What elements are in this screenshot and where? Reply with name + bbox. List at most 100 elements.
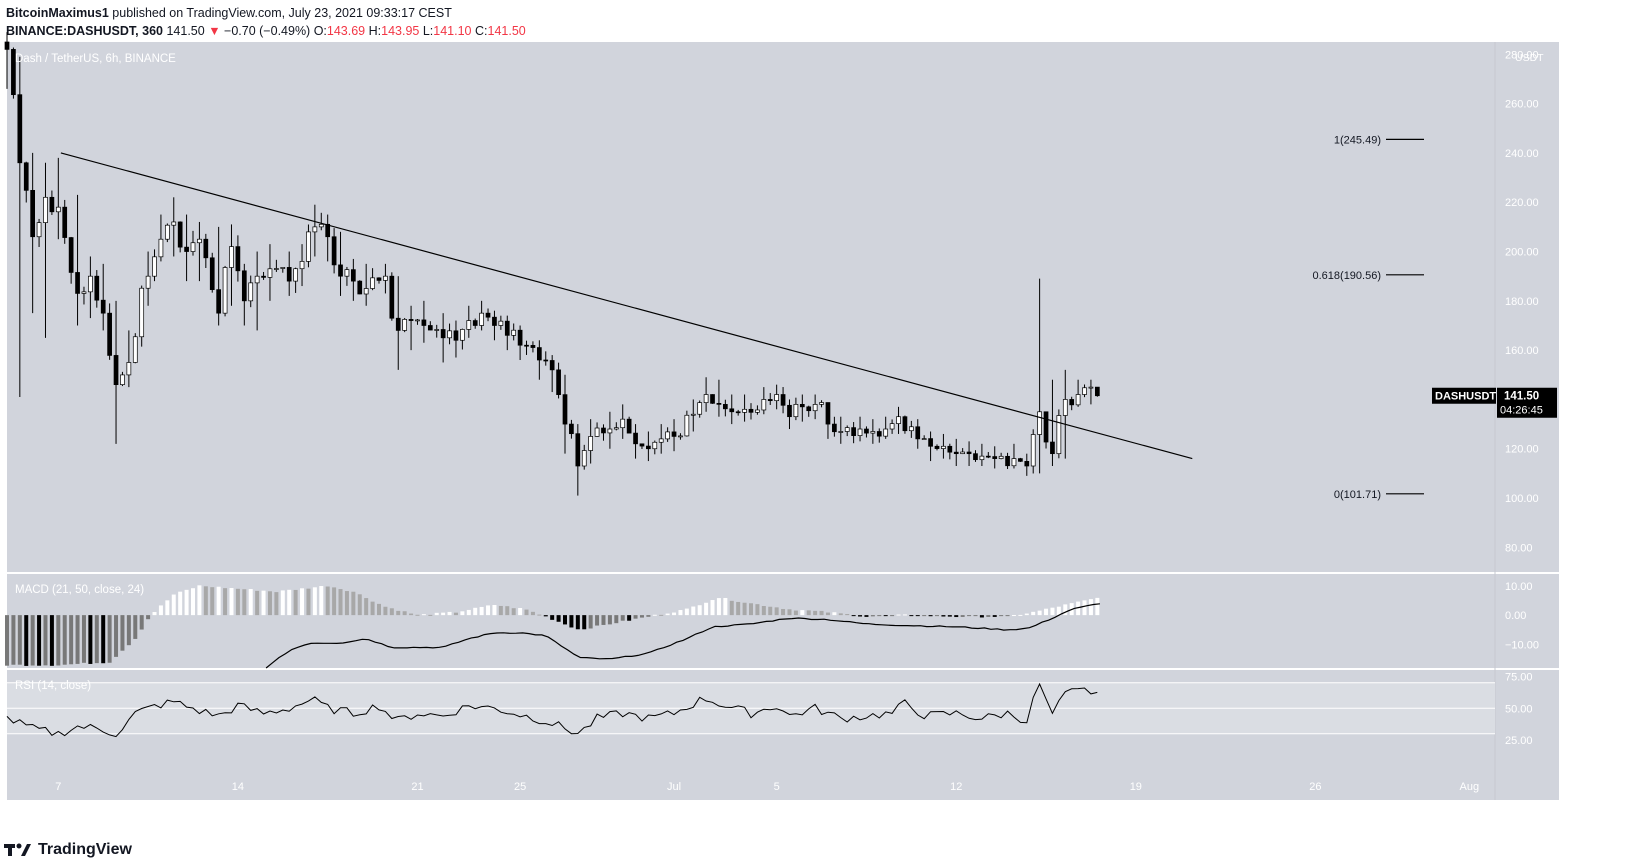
- macd-histogram-bar: [838, 613, 843, 616]
- macd-histogram-bar: [312, 587, 317, 616]
- macd-histogram-bar: [1018, 614, 1023, 616]
- macd-histogram-bar: [37, 615, 42, 666]
- macd-histogram-bar: [947, 615, 952, 617]
- macd-histogram-bar: [1031, 611, 1036, 616]
- candle-down: [325, 223, 331, 238]
- candle-down: [966, 451, 972, 455]
- candle-up: [88, 275, 93, 293]
- candle-down: [876, 431, 882, 437]
- time-axis-tick: Aug: [1460, 781, 1480, 793]
- time-axis-tick: 5: [774, 781, 780, 793]
- macd-histogram-bar: [486, 605, 491, 616]
- price-pane: [7, 42, 1559, 572]
- macd-histogram-bar: [1088, 599, 1093, 616]
- candle-down: [543, 359, 549, 362]
- candle-up: [466, 320, 472, 330]
- macd-histogram-bar: [896, 614, 901, 616]
- macd-histogram-bar: [652, 614, 657, 616]
- candle-up: [697, 402, 703, 415]
- candle-down: [216, 289, 222, 314]
- macd-histogram-bar: [813, 610, 818, 616]
- macd-histogram-bar: [569, 615, 574, 628]
- price-axis-tick: 240.00: [1505, 148, 1539, 160]
- candle-up: [960, 451, 966, 455]
- candle-down: [530, 345, 536, 348]
- candle-up: [857, 428, 863, 436]
- high-label: H:: [368, 24, 382, 38]
- macd-histogram-bar: [184, 589, 189, 616]
- macd-histogram-bar: [543, 615, 548, 617]
- candle-down: [1069, 399, 1075, 406]
- macd-histogram-bar: [819, 610, 824, 616]
- macd-histogram-bar: [825, 612, 830, 616]
- candle-down: [787, 404, 792, 418]
- macd-histogram-bar: [5, 615, 9, 666]
- macd-histogram-bar: [941, 615, 946, 617]
- change-value: −0.70 (−0.49%): [224, 24, 311, 38]
- candle-down: [485, 312, 491, 318]
- time-axis-tick: Jul: [667, 781, 681, 793]
- candle-up: [120, 374, 125, 386]
- candle-up: [581, 450, 587, 467]
- candle-down: [671, 431, 677, 437]
- macd-histogram-bar: [736, 601, 741, 616]
- candle-up: [139, 287, 145, 338]
- macd-pane: [7, 574, 1559, 668]
- candle-down: [177, 221, 183, 248]
- macd-histogram-bar: [235, 588, 240, 616]
- candle-up: [164, 224, 170, 240]
- candle-up: [274, 268, 279, 270]
- candle-up: [761, 399, 767, 411]
- macd-histogram-bar: [421, 614, 426, 616]
- macd-histogram-bar: [344, 591, 349, 616]
- macd-histogram-bar: [1082, 600, 1087, 616]
- macd-histogram-bar: [793, 610, 798, 616]
- price-axis-tick: 260.00: [1505, 99, 1539, 111]
- macd-histogram-bar: [806, 610, 811, 616]
- macd-histogram-bar: [434, 612, 439, 616]
- candle-down: [825, 402, 831, 425]
- macd-histogram-bar: [1056, 606, 1061, 616]
- macd-histogram-bar: [697, 605, 702, 616]
- candle-down: [985, 455, 991, 458]
- candle-down: [62, 206, 68, 238]
- macd-histogram-bar: [1011, 615, 1016, 617]
- macd-histogram-bar: [1050, 607, 1055, 616]
- candle-down: [1024, 461, 1030, 467]
- macd-histogram-bar: [396, 610, 401, 616]
- candle-up: [197, 238, 202, 244]
- macd-histogram-bar: [287, 589, 292, 616]
- time-axis-tick: 19: [1130, 781, 1142, 793]
- macd-histogram-bar: [216, 586, 221, 616]
- candle-down: [209, 257, 215, 290]
- candle-up: [479, 312, 484, 326]
- candle-down: [235, 246, 241, 272]
- candle-up: [658, 438, 664, 443]
- candle-up: [1037, 411, 1042, 435]
- candle-up: [607, 428, 613, 434]
- candle-up: [460, 329, 465, 341]
- macd-histogram-bar: [928, 615, 933, 617]
- candle-down: [1043, 411, 1049, 443]
- macd-histogram-bar: [858, 615, 863, 617]
- macd-histogram-bar: [723, 597, 728, 616]
- tradingview-logo[interactable]: TradingView: [4, 841, 132, 859]
- author-name[interactable]: BitcoinMaximus1: [6, 6, 109, 20]
- price-axis-tick: 180.00: [1505, 296, 1539, 308]
- macd-axis-tick: −10.00: [1505, 640, 1539, 652]
- macd-histogram-bar: [1005, 615, 1010, 617]
- macd-histogram-bar: [306, 588, 311, 616]
- macd-histogram-bar: [633, 615, 638, 619]
- candle-down: [331, 236, 337, 266]
- macd-histogram-bar: [607, 615, 612, 625]
- macd-histogram-bar: [582, 615, 587, 630]
- macd-histogram-bar: [1037, 610, 1042, 616]
- macd-histogram-bar: [370, 601, 375, 616]
- candle-down: [748, 408, 754, 413]
- candle-down: [75, 272, 80, 294]
- candle-down: [261, 275, 266, 278]
- candle-up: [908, 426, 914, 432]
- macd-histogram-bar: [460, 611, 465, 616]
- candle-up: [248, 282, 254, 302]
